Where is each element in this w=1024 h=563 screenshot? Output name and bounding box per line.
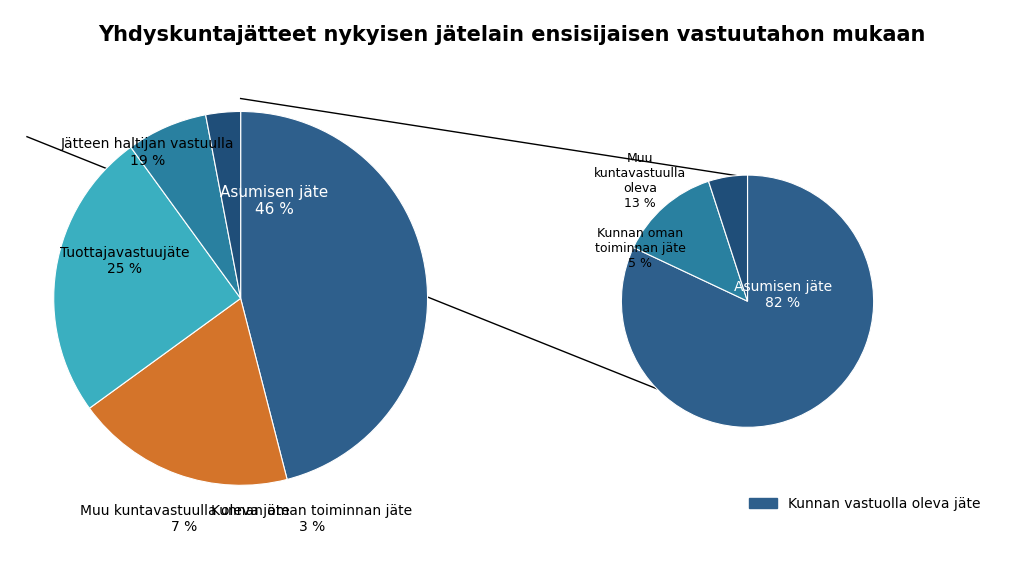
Wedge shape [622,175,873,427]
Wedge shape [709,175,748,301]
Wedge shape [634,181,748,301]
Legend: Kunnan vastuolla oleva jäte: Kunnan vastuolla oleva jäte [743,491,986,517]
Text: Jätteen haltijan vastuulla
19 %: Jätteen haltijan vastuulla 19 % [60,137,233,168]
Text: Yhdyskuntajätteet nykyisen jätelain ensisijaisen vastuutahon mukaan: Yhdyskuntajätteet nykyisen jätelain ensi… [98,25,926,46]
Text: Kunnan oman
toiminnan jäte
5 %: Kunnan oman toiminnan jäte 5 % [595,227,686,270]
Text: Kunnan oman toiminnan jäte
3 %: Kunnan oman toiminnan jäte 3 % [211,504,413,534]
Text: Tuottajavastuujäte
25 %: Tuottajavastuujäte 25 % [60,246,189,276]
Wedge shape [206,111,241,298]
Wedge shape [89,298,287,485]
Wedge shape [131,115,241,298]
Wedge shape [53,147,241,408]
Text: Muu kuntavastuulla oleva jäte
7 %: Muu kuntavastuulla oleva jäte 7 % [80,504,290,534]
Wedge shape [241,111,428,480]
Text: Muu
kuntavastuulla
oleva
13 %: Muu kuntavastuulla oleva 13 % [594,153,686,211]
Text: Asumisen jäte
46 %: Asumisen jäte 46 % [220,185,329,217]
Text: Asumisen jäte
82 %: Asumisen jäte 82 % [734,280,831,310]
